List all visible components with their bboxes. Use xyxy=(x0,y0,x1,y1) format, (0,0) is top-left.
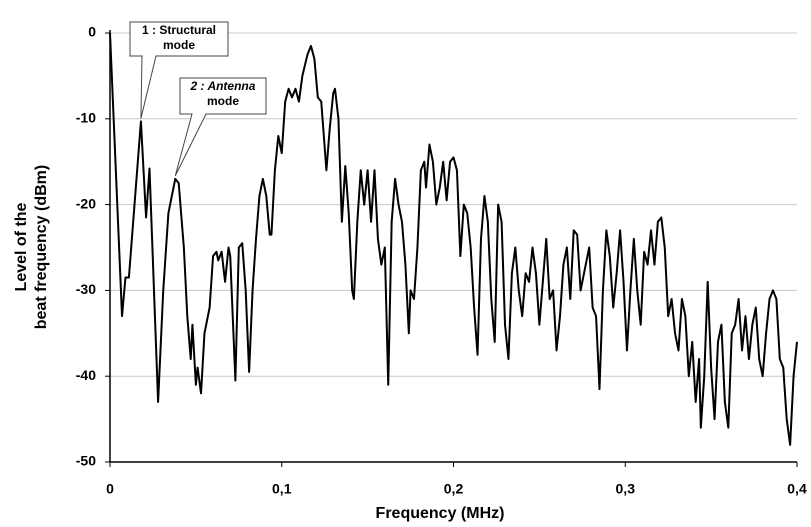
y-tick-label: -50 xyxy=(76,453,96,469)
y-tick-label: -20 xyxy=(76,195,96,211)
x-tick-label: 0,3 xyxy=(616,481,636,497)
y-tick-label: -10 xyxy=(76,110,96,126)
x-tick-label: 0 xyxy=(106,481,114,497)
annotation: 2 : Antenna xyxy=(190,79,256,93)
callout xyxy=(174,77,267,177)
annotation: 1 : Structural xyxy=(142,23,216,37)
x-tick-label: 0,1 xyxy=(272,481,292,497)
x-axis-title: Frequency (MHz) xyxy=(376,505,505,522)
annotation: mode xyxy=(207,94,239,108)
y-tick-label: 0 xyxy=(88,24,96,40)
annotation: mode xyxy=(163,38,195,52)
y-tick-label: -40 xyxy=(76,367,96,383)
line xyxy=(109,32,798,446)
y-axis-title: beat frequency (dBm) xyxy=(33,165,50,329)
y-axis-title: Level of the xyxy=(13,202,30,291)
y-tick-label: -30 xyxy=(76,281,96,297)
x-tick-label: 0,2 xyxy=(444,481,464,497)
x-tick-label: 0,4 xyxy=(787,481,807,497)
callout xyxy=(129,21,229,119)
